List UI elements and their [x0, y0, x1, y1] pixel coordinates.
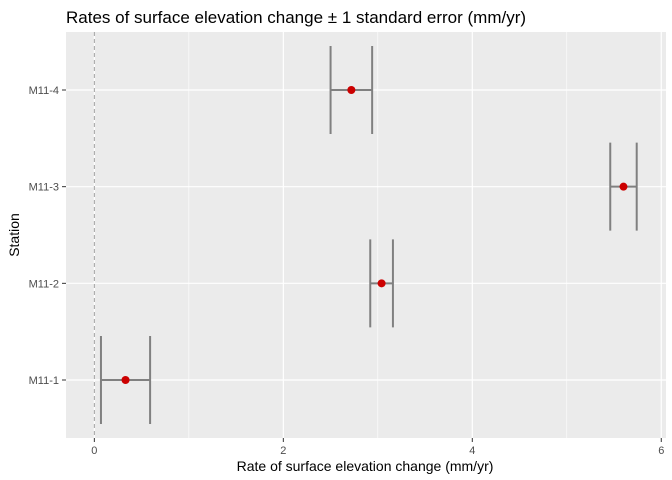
data-points: [121, 86, 628, 384]
y-axis-ticks: M11-1 M11-2 M11-3 M11-4: [29, 85, 66, 387]
chart-title: Rates of surface elevation change ± 1 st…: [66, 8, 526, 27]
x-tick-label: 6: [658, 445, 664, 457]
x-tick-label: 4: [469, 445, 475, 457]
data-point: [347, 86, 356, 94]
data-point: [377, 279, 386, 288]
error-bars: [99, 46, 638, 424]
grid-major: [66, 32, 666, 438]
y-axis-title: Station: [6, 213, 22, 257]
x-tick-label: 0: [91, 445, 97, 457]
y-tick-label: M11-3: [29, 182, 59, 194]
grid-minor: [188, 32, 568, 438]
y-tick-label: M11-1: [29, 375, 59, 387]
data-point: [121, 376, 130, 384]
plot-panel: [66, 32, 666, 438]
x-tick-label: 2: [280, 445, 286, 457]
y-tick-label: M11-4: [29, 85, 59, 97]
data-point: [619, 182, 628, 191]
y-tick-label: M11-2: [29, 278, 59, 290]
x-axis-ticks: 0 2 4 6: [91, 438, 664, 457]
x-axis-title: Rate of surface elevation change (mm/yr): [237, 458, 494, 474]
